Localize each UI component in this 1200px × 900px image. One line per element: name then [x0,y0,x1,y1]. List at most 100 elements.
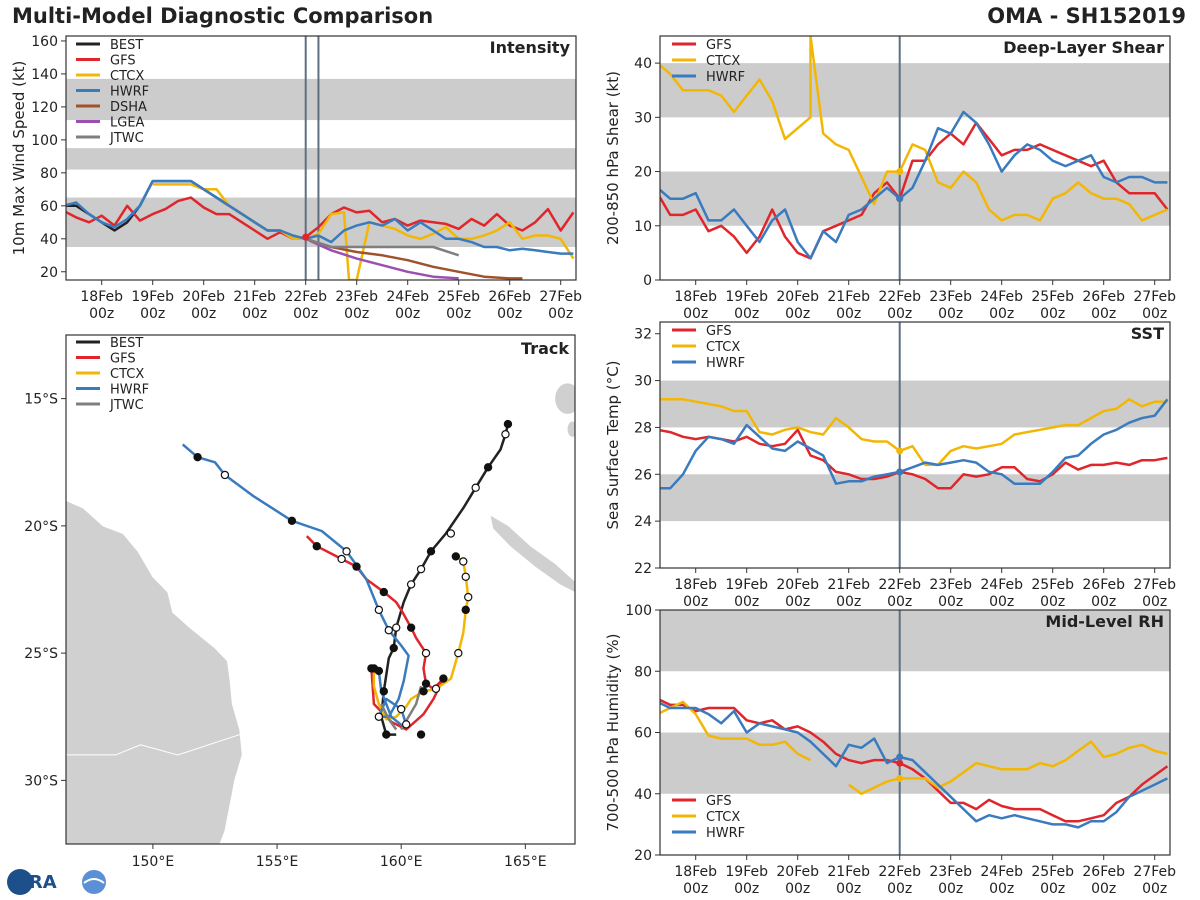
y-tick-label: 26 [634,467,652,483]
x-tick-sublabel: 00z [836,881,861,897]
x-tick-sublabel: 00z [1040,881,1065,897]
track-marker [312,542,321,551]
track-marker [431,684,441,693]
track-marker [471,483,480,492]
x-tick-label: 18Feb [674,864,717,880]
y-tick-label: 20°S [24,519,58,535]
series-line-hwrf [660,701,1168,829]
track-marker [220,470,230,480]
y-tick-label: 120 [31,100,58,116]
x-tick-sublabel: 00z [683,881,708,897]
track-marker [342,547,351,556]
shaded-band [660,474,1170,522]
track-marker [384,626,393,635]
track-marker [461,605,470,615]
track-marker [379,587,389,597]
plot-frame [659,609,1171,856]
x-tick-label: 150°E [132,854,175,870]
legend-label: CTCX [706,340,740,355]
x-tick-sublabel: 00z [293,306,318,322]
analysis-marker [896,759,904,767]
track-marker [392,623,401,632]
x-tick-label: 19Feb [725,289,768,305]
legend-label: CTCX [110,69,144,84]
page-title: Multi-Model Diagnostic Comparison [12,4,434,28]
x-tick-sublabel: 00z [548,306,573,322]
y-tick-label: 0 [643,273,652,289]
y-tick-label: 160 [31,34,58,50]
series-line-gfs [660,121,1169,260]
y-tick-label: 40 [634,787,652,803]
x-tick-label: 21Feb [827,289,870,305]
legend-label: CTCX [110,367,144,382]
track-marker [406,580,416,589]
x-tick-sublabel: 00z [446,306,471,322]
plot-frame [65,35,577,281]
x-tick-label: 22Feb [878,577,921,593]
x-tick-sublabel: 00z [89,306,114,322]
track-marker [483,463,493,472]
x-tick-sublabel: 00z [1142,594,1167,610]
y-tick-label: 100 [31,133,58,149]
legend-label: GFS [110,54,136,69]
legend-label: JTWC [109,131,144,146]
panel-title: SST [1131,324,1164,343]
track-marker [406,623,416,632]
x-tick-sublabel: 00z [785,594,810,610]
y-tick-label: 28 [634,420,652,436]
track-marker [416,564,426,574]
chart-intensity: 2040608010012014016018Feb00z19Feb00z20Fe… [10,34,582,322]
x-tick-label: 18Feb [674,289,717,305]
y-tick-label: 10 [634,219,652,235]
track-marker [503,419,513,429]
track-marker [501,430,510,439]
y-tick-label: 20 [634,848,652,864]
x-tick-sublabel: 00z [887,881,912,897]
x-tick-sublabel: 00z [989,881,1014,897]
y-tick-label: 30°S [24,773,58,789]
x-tick-label: 23Feb [929,577,972,593]
x-tick-sublabel: 00z [938,881,963,897]
x-tick-label: 20Feb [776,577,819,593]
shaded-band [66,197,576,248]
legend-label: JTWC [109,398,144,413]
track-marker [446,529,456,538]
x-tick-label: 26Feb [488,289,531,305]
series-line-ctcx [152,183,575,280]
legend-label: BEST [110,38,143,53]
x-tick-sublabel: 00z [1142,306,1167,322]
x-tick-sublabel: 00z [1091,881,1116,897]
shaded-band [660,380,1170,428]
track-marker [426,547,436,556]
plot-frame [659,321,1171,569]
x-tick-sublabel: 00z [344,306,369,322]
x-tick-label: 27Feb [1133,577,1176,593]
x-tick-sublabel: 00z [734,306,759,322]
x-tick-label: 25Feb [1031,289,1074,305]
legend-label: DSHA [110,100,147,115]
y-tick-label: 32 [634,327,652,343]
x-tick-label: 21Feb [827,577,870,593]
x-tick-label: 20Feb [182,289,225,305]
panel-title: Mid-Level RH [1045,612,1164,631]
y-axis-label: 200-850 hPa Shear (kt) [604,71,622,245]
shaded-band [660,63,1170,118]
track-marker [451,552,461,561]
legend-label: LGEA [110,116,145,131]
y-tick-label: 80 [634,664,652,680]
legend-label: HWRF [110,383,149,398]
state-border [66,734,240,756]
legend-label: BEST [110,336,143,351]
track-marker [287,516,297,525]
x-tick-label: 19Feb [725,864,768,880]
y-axis-label: 10m Max Wind Speed (kt) [10,61,28,256]
land-new-caledonia [490,515,575,592]
series-line-gfs [660,428,1168,490]
x-tick-sublabel: 00z [887,594,912,610]
x-tick-label: 27Feb [1133,289,1176,305]
x-tick-sublabel: 00z [1040,594,1065,610]
analysis-marker [896,447,904,455]
x-tick-sublabel: 00z [938,306,963,322]
track-marker [454,648,463,658]
track-marker [439,674,448,683]
